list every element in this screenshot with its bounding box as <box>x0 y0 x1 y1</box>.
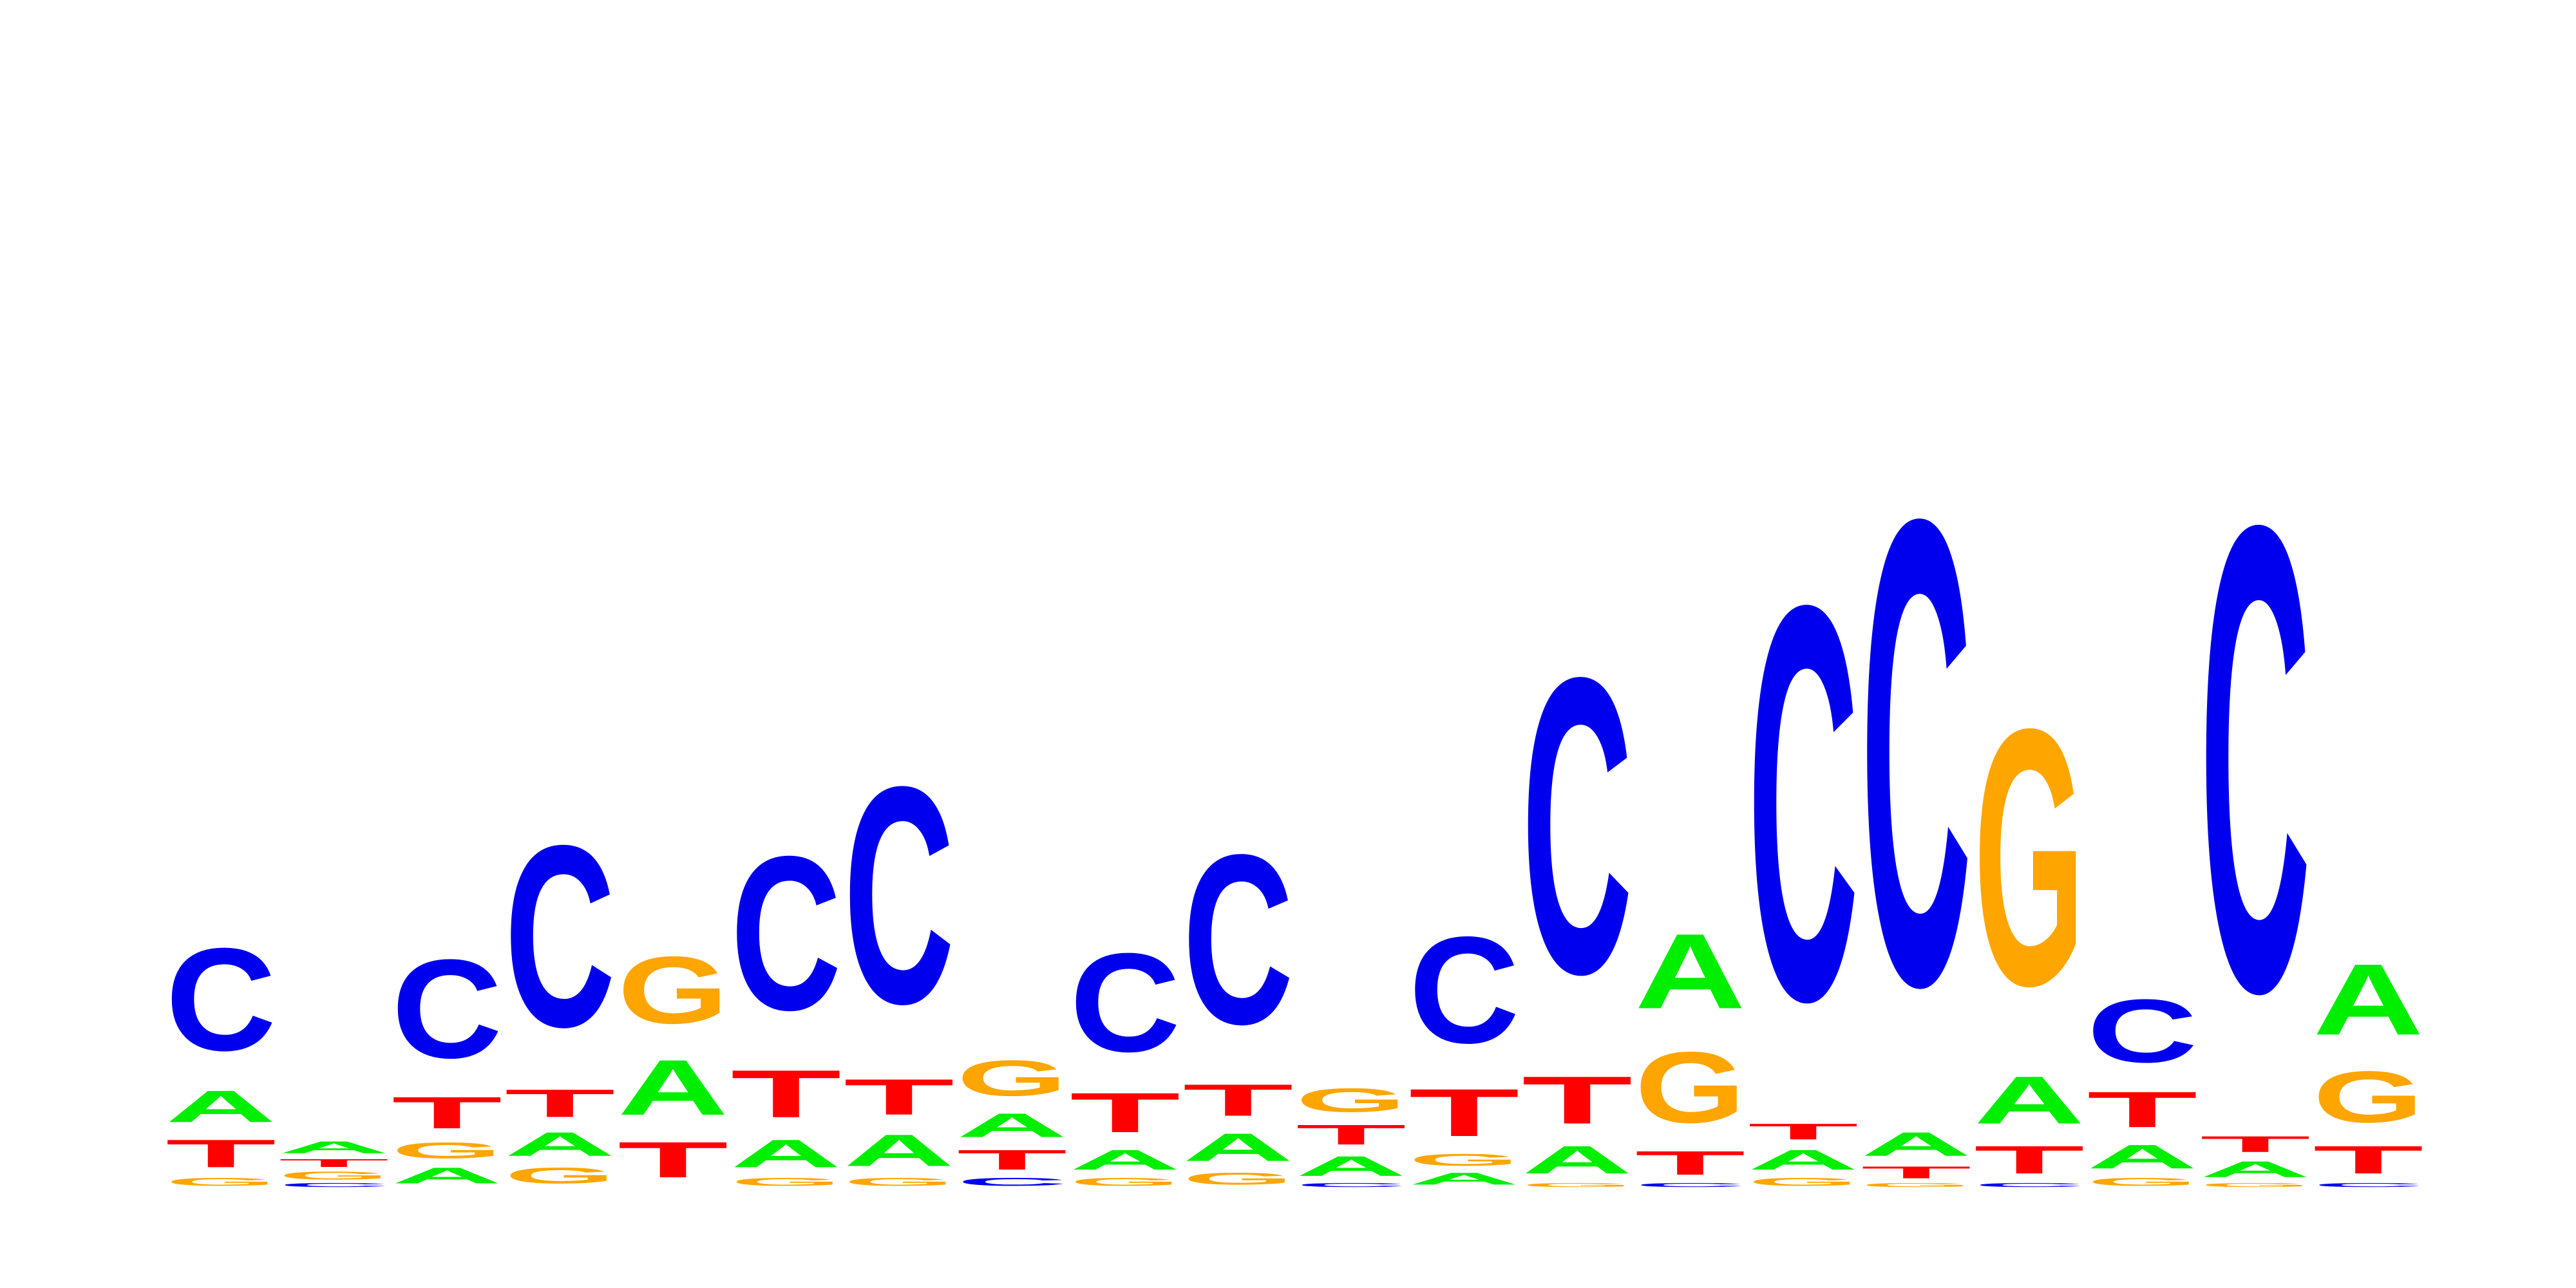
logo-letter-g: G <box>1748 1176 1859 1189</box>
logo-letter-t: T <box>279 1157 390 1170</box>
logo-letter-a: A <box>844 1125 954 1175</box>
logo-letter-c: C <box>279 1182 390 1188</box>
logo-letter-t: T <box>1974 1138 2085 1182</box>
logo-letter-t: T <box>1409 1075 1520 1151</box>
logo-letter-c: C <box>2200 387 2311 1130</box>
logo-letter-g: G <box>279 1170 390 1182</box>
logo-letter-c: C <box>166 918 276 1081</box>
logo-letter-g: G <box>1296 1081 1406 1119</box>
logo-letter-a: A <box>618 1044 728 1132</box>
logo-letter-g: G <box>1522 1182 1633 1188</box>
logo-letter-a: A <box>2087 1138 2198 1176</box>
logo-letter-g: G <box>1070 1176 1180 1189</box>
logo-letter-t: T <box>1522 1063 1633 1138</box>
logo-letter-c: C <box>731 811 842 1056</box>
logo-letter-g: G <box>1183 1170 1294 1188</box>
logo-letter-a: A <box>166 1081 276 1132</box>
logo-letter-a: A <box>731 1132 842 1175</box>
logo-stacks: GTACCGTAAGTCGATCTAGGATCGATCCTAGGATCGATCC… <box>166 381 2424 1188</box>
logo-letter-c: C <box>1070 924 1180 1081</box>
logo-letter-g: G <box>731 1176 842 1189</box>
logo-letter-c: C <box>392 931 502 1088</box>
logo-letter-c: C <box>957 1175 1068 1188</box>
logo-letter-t: T <box>957 1144 1068 1176</box>
logo-letter-g: G <box>1974 654 2085 1062</box>
logo-letter-c: C <box>505 792 616 1081</box>
logo-letter-g: G <box>392 1138 502 1163</box>
logo-letter-g: G <box>1861 1182 1972 1188</box>
logo-letter-t: T <box>392 1088 502 1138</box>
logo-letter-t: T <box>166 1132 276 1175</box>
logo-letter-c: C <box>1522 589 1633 1062</box>
logo-letter-a: A <box>1070 1144 1180 1176</box>
logo-letter-a: A <box>1409 1170 1520 1188</box>
logo-letter-t: T <box>1861 1163 1972 1182</box>
logo-letter-c: C <box>1861 381 1972 1123</box>
logo-letter-c: C <box>844 723 954 1068</box>
logo-letter-t: T <box>1748 1119 1859 1144</box>
logo-letter-a: A <box>1748 1144 1859 1176</box>
logo-letter-a: A <box>392 1163 502 1188</box>
logo-letter-c: C <box>1409 905 1520 1075</box>
logo-letter-g: G <box>166 1176 276 1189</box>
logo-letter-a: A <box>505 1125 616 1163</box>
logo-letter-t: T <box>1635 1144 1746 1182</box>
logo-letter-g: G <box>505 1163 616 1188</box>
logo-letter-t: T <box>2087 1081 2198 1138</box>
logo-letter-c: C <box>2313 1182 2424 1188</box>
logo-letter-a: A <box>1635 911 1746 1031</box>
logo-letter-c: C <box>1748 488 1859 1117</box>
logo-letter-t: T <box>1296 1119 1406 1151</box>
logo-letter-c: C <box>1635 1182 1746 1188</box>
logo-letter-g: G <box>957 1050 1068 1107</box>
logo-letter-t: T <box>1070 1081 1180 1144</box>
logo-letter-t: T <box>505 1081 616 1125</box>
logo-letter-g: G <box>2087 1176 2198 1189</box>
logo-letter-a: A <box>1522 1138 1633 1182</box>
logo-letter-a: A <box>1974 1062 2085 1137</box>
logo-letter-a: A <box>957 1106 1068 1144</box>
logo-letter-t: T <box>731 1056 842 1132</box>
logo-letter-t: T <box>844 1068 954 1125</box>
logo-letter-t: T <box>1183 1075 1294 1125</box>
logo-letter-a: A <box>2200 1157 2311 1182</box>
logo-letter-c: C <box>1974 1182 2085 1188</box>
logo-letter-t: T <box>2200 1132 2311 1157</box>
logo-letter-c: C <box>2087 981 2198 1081</box>
logo-letter-c: C <box>1296 1182 1406 1188</box>
logo-letter-a: A <box>1183 1125 1294 1169</box>
logo-letter-c: C <box>1183 804 1294 1075</box>
logo-letter-t: T <box>2313 1138 2424 1182</box>
logo-letter-a: A <box>279 1138 390 1157</box>
logo-letter-g: G <box>618 936 728 1043</box>
logo-letter-g: G <box>2200 1182 2311 1188</box>
logo-letter-g: G <box>2313 1056 2424 1138</box>
logo-letter-a: A <box>2313 943 2424 1056</box>
logo-letter-t: T <box>618 1132 728 1188</box>
logo-letter-g: G <box>1635 1030 1746 1144</box>
logo-letter-g: G <box>844 1176 954 1189</box>
logo-letter-a: A <box>1296 1151 1406 1182</box>
logo-letter-g: G <box>1409 1150 1520 1169</box>
logo-letter-a: A <box>1861 1125 1972 1163</box>
